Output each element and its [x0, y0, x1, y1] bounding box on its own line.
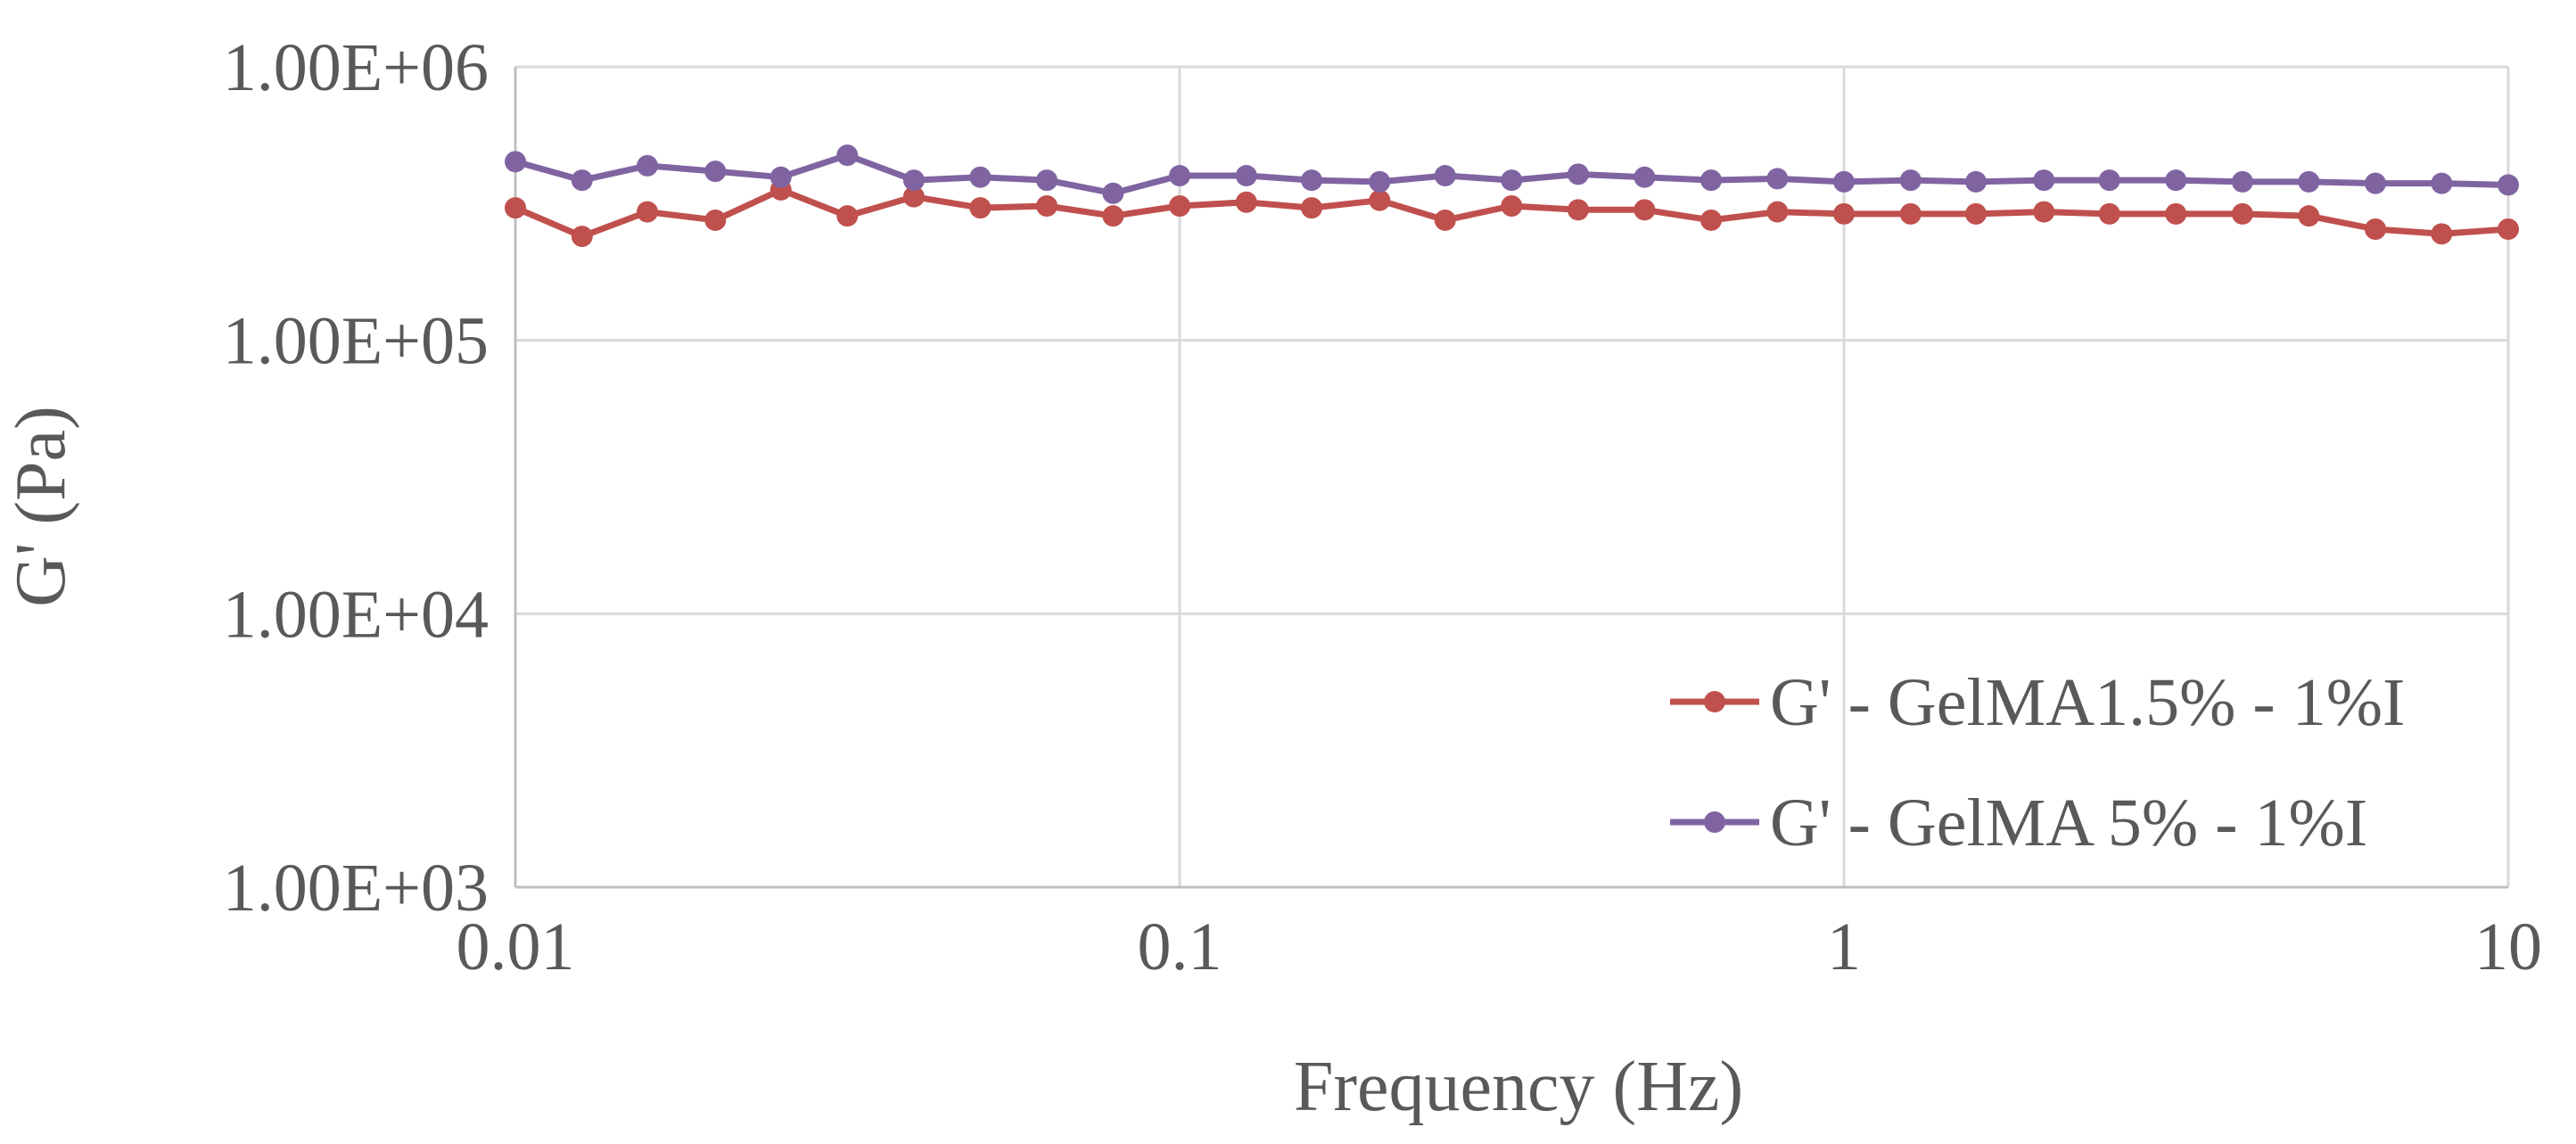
data-point — [1766, 168, 1789, 190]
legend-label: G' - GelMA1.5% - 1%I — [1770, 665, 2405, 740]
data-point — [636, 201, 658, 223]
legend-label: G' - GelMA 5% - 1%I — [1770, 786, 2367, 860]
data-point — [2098, 169, 2120, 192]
data-point — [1036, 169, 1058, 192]
data-point — [770, 166, 792, 188]
series-2 — [505, 144, 2519, 204]
data-point — [1235, 191, 1257, 213]
data-point — [1899, 169, 1922, 192]
data-point — [2231, 170, 2253, 193]
data-point — [902, 169, 925, 192]
legend[interactable]: G' - GelMA1.5% - 1%I G' - GelMA 5% - 1%I — [1670, 665, 2405, 860]
data-point — [2231, 202, 2253, 225]
data-point — [2033, 201, 2055, 223]
data-point — [1300, 169, 1322, 192]
data-point — [1700, 209, 1723, 231]
legend-item[interactable]: G' - GelMA1.5% - 1%I — [1670, 665, 2405, 740]
x-tick-label: 10 — [2474, 909, 2542, 984]
data-point — [505, 197, 526, 219]
data-point — [1964, 202, 1987, 225]
data-point — [2365, 172, 2387, 194]
data-point — [1567, 163, 1589, 185]
data-point — [1036, 194, 1058, 217]
data-point — [2431, 172, 2453, 194]
x-tick-label: 0.1 — [1138, 909, 1222, 984]
x-axis-title: Frequency (Hz) — [1294, 1048, 1743, 1126]
y-axis-title: G' (Pa) — [2, 406, 80, 606]
data-point — [969, 166, 992, 188]
data-point — [2165, 169, 2187, 192]
data-point — [704, 209, 727, 231]
data-point — [636, 154, 658, 177]
data-point — [1102, 182, 1124, 204]
data-point — [1369, 170, 1391, 193]
data-point — [902, 185, 925, 208]
data-point — [2033, 169, 2055, 192]
data-point — [1833, 202, 1855, 225]
data-point — [571, 169, 593, 192]
data-point — [1634, 199, 1656, 221]
data-point — [2298, 170, 2320, 193]
data-point — [1964, 170, 1987, 193]
y-tick-labels: 1.00E+03 1.00E+04 1.00E+05 1.00E+06 — [223, 30, 489, 926]
data-point — [1300, 197, 1322, 219]
legend-marker-dot — [1704, 811, 1725, 833]
data-point — [1235, 165, 1257, 187]
grid — [515, 65, 2510, 887]
data-point — [1700, 169, 1723, 192]
data-point — [969, 197, 992, 219]
data-point — [1169, 165, 1190, 187]
data-point — [1369, 189, 1391, 211]
data-point — [2498, 218, 2519, 240]
data-point — [1434, 209, 1456, 231]
series-1 — [505, 178, 2519, 248]
data-point — [1434, 165, 1456, 187]
y-tick-label: 1.00E+05 — [223, 304, 489, 379]
data-point — [2098, 202, 2120, 225]
data-series — [505, 144, 2519, 248]
y-tick-label: 1.00E+04 — [223, 577, 489, 652]
data-point — [505, 151, 526, 173]
data-point — [1169, 194, 1190, 217]
legend-item[interactable]: G' - GelMA 5% - 1%I — [1670, 786, 2367, 860]
data-point — [2498, 174, 2519, 196]
x-tick-labels: 0.01 0.1 1 10 — [457, 909, 2543, 984]
data-point — [2365, 218, 2387, 240]
data-point — [1899, 202, 1922, 225]
data-point — [2431, 223, 2453, 245]
y-tick-label: 1.00E+03 — [223, 851, 489, 926]
data-point — [836, 205, 859, 227]
data-point — [1102, 205, 1124, 227]
data-point — [2165, 202, 2187, 225]
data-point — [704, 160, 727, 183]
data-point — [2298, 205, 2320, 227]
x-tick-label: 1 — [1827, 909, 1861, 984]
data-point — [836, 144, 859, 167]
data-point — [571, 226, 593, 248]
y-tick-label: 1.00E+06 — [223, 30, 489, 105]
data-point — [1766, 201, 1789, 223]
data-point — [1501, 194, 1523, 217]
data-point — [1634, 166, 1656, 188]
data-point — [1501, 169, 1523, 192]
x-tick-label: 0.01 — [457, 909, 575, 984]
legend-marker-dot — [1704, 691, 1725, 712]
data-point — [1833, 170, 1855, 193]
data-point — [1567, 199, 1589, 221]
